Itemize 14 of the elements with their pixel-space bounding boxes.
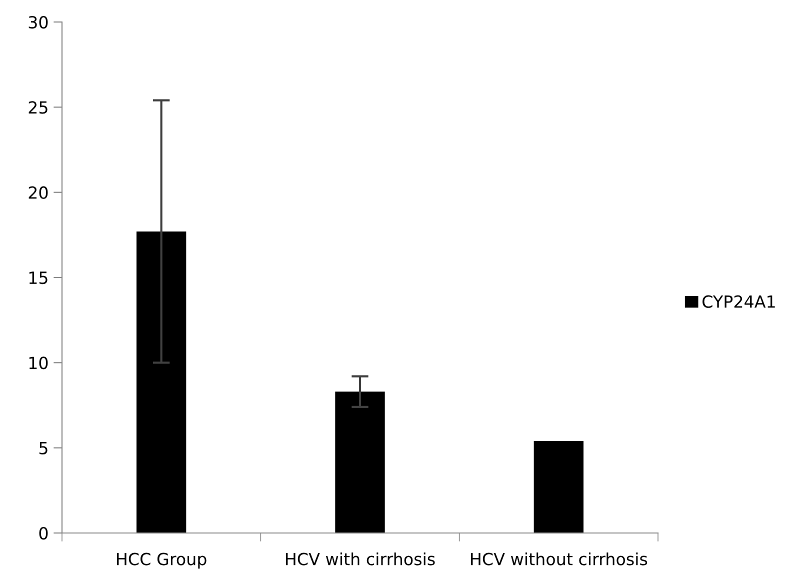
x-tick-label: HCV without cirrhosis — [471, 552, 648, 566]
y-tick-label: 0 — [39, 526, 48, 540]
x-tick-label: HCV with cirrhosis — [286, 552, 435, 566]
bar — [534, 441, 584, 533]
y-tick-label: 15 — [29, 272, 48, 284]
y-tick-label: 10 — [29, 356, 48, 370]
y-tick-label: 30 — [28, 16, 48, 29]
y-tick-label: 20 — [28, 186, 48, 199]
bar — [335, 392, 385, 533]
y-tick-label: 25 — [28, 101, 48, 114]
x-tick-label: HCC Group — [117, 552, 206, 569]
y-tick-label: 5 — [39, 442, 48, 454]
bar — [136, 232, 186, 533]
legend-label: CYP24A1 — [702, 295, 775, 308]
